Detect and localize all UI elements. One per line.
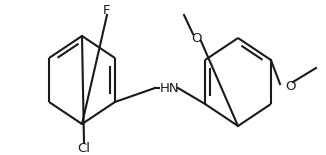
Text: Cl: Cl: [78, 142, 91, 155]
Text: O: O: [285, 80, 295, 93]
Text: HN: HN: [160, 82, 180, 95]
Text: O: O: [191, 31, 201, 44]
Text: F: F: [103, 4, 111, 16]
